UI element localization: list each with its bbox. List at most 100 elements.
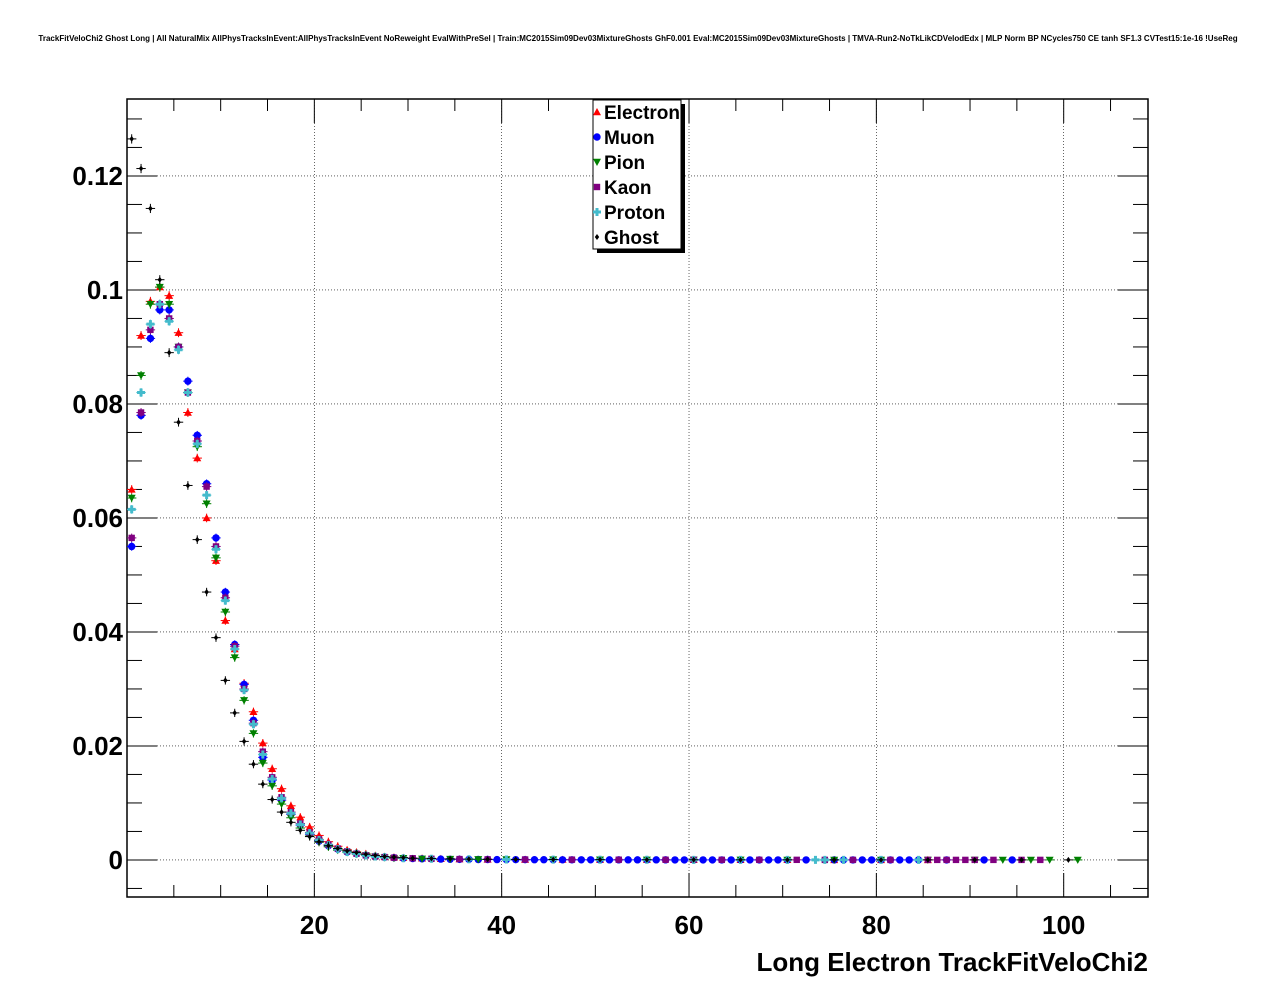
- data-point: [221, 616, 230, 624]
- data-point: [137, 388, 146, 397]
- data-point: [858, 856, 867, 864]
- data-point: [708, 856, 717, 864]
- legend-item-muon: Muon: [593, 128, 655, 149]
- series-proton: [127, 299, 924, 864]
- data-point: [249, 730, 258, 738]
- data-point: [354, 849, 359, 856]
- data-point: [165, 317, 174, 326]
- data-point: [277, 794, 286, 803]
- data-point: [597, 856, 603, 863]
- data-point: [195, 536, 200, 543]
- data-point: [764, 856, 773, 864]
- data-point: [878, 856, 884, 863]
- data-point: [662, 856, 669, 863]
- legend-marker: [593, 183, 601, 191]
- data-point: [211, 545, 220, 554]
- data-point: [296, 820, 305, 829]
- data-point: [249, 720, 258, 729]
- data-point: [269, 796, 275, 803]
- x-axis-title: Long Electron TrackFitVeloChi2: [756, 947, 1148, 977]
- data-point: [774, 856, 782, 864]
- data-point: [568, 856, 576, 863]
- x-tick-label: 20: [300, 910, 329, 940]
- y-tick-label: 0.02: [72, 731, 123, 761]
- data-point: [605, 856, 614, 864]
- data-point: [1066, 856, 1071, 863]
- data-point: [1073, 856, 1082, 864]
- data-point: [165, 301, 174, 309]
- data-point: [157, 276, 162, 283]
- data-point: [127, 494, 136, 502]
- data-point: [268, 764, 277, 772]
- legend-label: Ghost: [604, 228, 660, 249]
- legend-marker: [593, 208, 601, 216]
- y-tick-labels: 0 0.02 0.04 0.06 0.08 0.1 0.12: [72, 161, 123, 875]
- data-point: [202, 513, 211, 522]
- data-point: [905, 856, 913, 864]
- data-point: [240, 686, 249, 695]
- data-point: [793, 856, 800, 864]
- series-electron: [127, 282, 933, 864]
- data-point: [466, 856, 472, 863]
- data-point: [429, 855, 434, 862]
- axis-ticks: [127, 99, 1148, 897]
- legend-box: [592, 99, 682, 250]
- data-point: [401, 854, 406, 861]
- data-point: [530, 856, 539, 864]
- series-muon: [127, 305, 1017, 864]
- legend-item-electron: Electron: [593, 103, 680, 124]
- data-point: [307, 833, 312, 840]
- data-point: [268, 775, 277, 784]
- data-point: [230, 654, 239, 662]
- legend-item-kaon: Kaon: [593, 178, 652, 199]
- data-point: [699, 856, 707, 864]
- data-point: [183, 408, 192, 416]
- data-point: [202, 491, 211, 500]
- data-point: [146, 301, 155, 309]
- legend: Electron Muon Pion Kaon Proton Ghost: [592, 99, 685, 253]
- data-point: [221, 596, 230, 605]
- data-point: [437, 855, 445, 863]
- data-point: [925, 856, 931, 863]
- data-point: [277, 800, 286, 809]
- data-point: [447, 855, 453, 862]
- data-point: [990, 856, 997, 864]
- data-point: [586, 856, 595, 864]
- y-tick-label: 0.12: [72, 161, 123, 191]
- legend-label: Kaon: [604, 178, 652, 199]
- data-point: [147, 326, 154, 334]
- data-point: [165, 291, 174, 299]
- data-point: [137, 372, 146, 380]
- y-tick-label: 0.04: [72, 617, 123, 647]
- y-tick-label: 0.06: [72, 503, 123, 533]
- data-point: [391, 854, 397, 861]
- x-tick-labels: 20 40 60 80 100: [300, 910, 1086, 940]
- data-point: [258, 739, 267, 747]
- data-point: [165, 306, 173, 314]
- data-point: [896, 856, 904, 864]
- data-point: [137, 331, 146, 339]
- data-point: [558, 856, 567, 864]
- data-point: [624, 856, 632, 864]
- data-point: [211, 554, 220, 562]
- data-point: [202, 500, 211, 508]
- data-points: [127, 134, 1083, 864]
- data-point: [127, 505, 136, 514]
- data-point: [185, 482, 191, 489]
- data-point: [540, 856, 548, 864]
- data-point: [718, 856, 726, 864]
- data-point: [268, 782, 277, 790]
- data-point: [183, 388, 192, 397]
- data-point: [980, 856, 988, 864]
- data-point: [615, 856, 622, 863]
- x-tick-label: 60: [675, 910, 704, 940]
- data-point: [296, 813, 305, 821]
- data-point: [456, 855, 463, 863]
- data-point: [204, 589, 209, 596]
- series-kaon: [127, 299, 1045, 864]
- data-point: [251, 761, 256, 768]
- data-point: [802, 856, 810, 864]
- data-point: [241, 738, 247, 745]
- data-point: [193, 439, 202, 448]
